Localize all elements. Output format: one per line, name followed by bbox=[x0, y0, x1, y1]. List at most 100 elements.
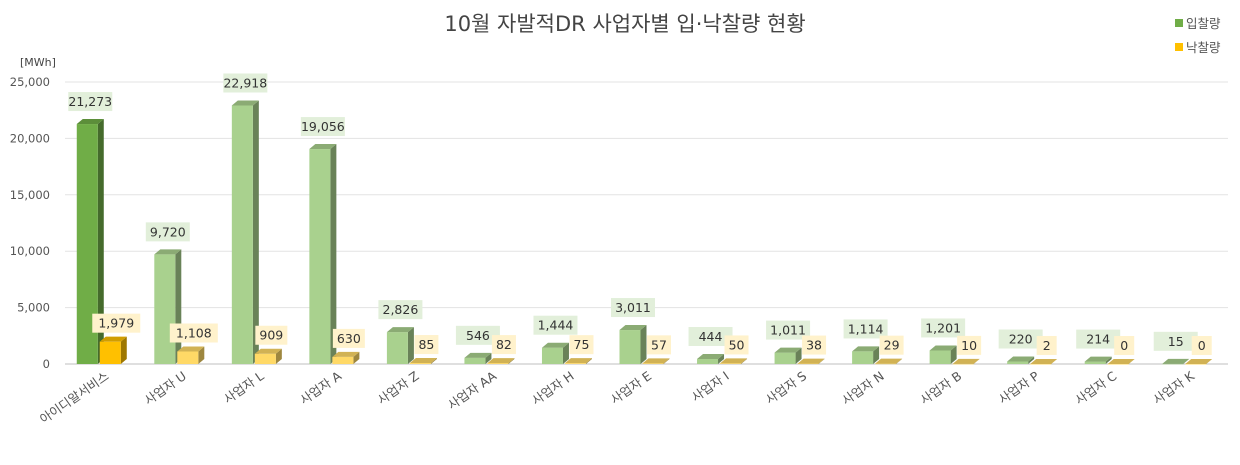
bar-top bbox=[464, 352, 492, 358]
bar-side bbox=[353, 351, 360, 364]
bar-face bbox=[99, 341, 121, 364]
bar-bid bbox=[619, 325, 647, 364]
legend: 입찰량 낙찰량 bbox=[1175, 16, 1221, 55]
bar-face bbox=[231, 105, 253, 365]
bar-award bbox=[875, 358, 903, 365]
data-label-bg bbox=[688, 326, 733, 346]
data-label-bg bbox=[68, 92, 113, 112]
bar-face bbox=[952, 363, 974, 365]
data-label-bg bbox=[724, 335, 749, 355]
bar-side bbox=[198, 346, 205, 364]
bar-face bbox=[720, 363, 742, 364]
bar-side bbox=[640, 325, 647, 364]
bar-top bbox=[231, 100, 259, 106]
bar-award bbox=[1185, 359, 1213, 365]
data-label-bid: 444 bbox=[699, 329, 723, 344]
bar-face bbox=[409, 363, 431, 364]
bar-top bbox=[642, 358, 670, 364]
data-labels: 21,273 1,979 9,720 1,108 22,918 909 19,056 630 2… bbox=[68, 73, 1212, 355]
data-label-bid: 3,011 bbox=[615, 300, 651, 315]
x-tick-label: 아이디알서비스 bbox=[37, 368, 112, 426]
data-label-bg bbox=[332, 328, 365, 348]
bar-bid bbox=[309, 144, 337, 364]
data-label-bg bbox=[802, 335, 827, 355]
data-label-bid: 1,114 bbox=[848, 321, 884, 336]
y-tick-label: 10,000 bbox=[10, 244, 50, 258]
data-label-bg bbox=[92, 313, 141, 333]
data-label-award: 0 bbox=[1198, 338, 1206, 353]
data-label-bg bbox=[223, 73, 268, 93]
bar-face bbox=[309, 149, 331, 364]
data-label-bid: 214 bbox=[1086, 332, 1110, 347]
data-label-award: 2 bbox=[1043, 338, 1051, 353]
data-label-bg bbox=[1076, 329, 1121, 349]
data-label-bid: 1,011 bbox=[770, 323, 806, 338]
bar-face bbox=[76, 124, 98, 364]
bar-side bbox=[718, 353, 725, 364]
data-label-bid: 220 bbox=[1009, 332, 1033, 347]
data-label-bg bbox=[647, 335, 671, 355]
data-label-bg bbox=[300, 117, 345, 137]
bar-face bbox=[1185, 364, 1207, 365]
bar-side bbox=[1183, 358, 1190, 364]
data-label-bid: 1,444 bbox=[538, 318, 574, 333]
bar-face bbox=[697, 358, 719, 364]
bar-award bbox=[952, 358, 980, 365]
legend-label-bid: 입찰량 bbox=[1186, 16, 1221, 31]
x-tick-label: 사업자 C bbox=[1072, 368, 1119, 408]
data-label-bg bbox=[998, 329, 1043, 349]
data-label-bg bbox=[1114, 336, 1135, 355]
bar-bid bbox=[386, 327, 414, 364]
bar-face bbox=[1030, 363, 1052, 365]
legend-swatch-bid bbox=[1175, 19, 1183, 27]
bar-face bbox=[332, 356, 354, 364]
x-tick-label: 사업자 H bbox=[529, 368, 577, 408]
bar-top bbox=[774, 347, 802, 353]
data-label-bid: 19,056 bbox=[301, 119, 345, 134]
data-label-award: 38 bbox=[806, 338, 822, 353]
x-tick-label: 사업자 E bbox=[608, 368, 655, 407]
bar-top bbox=[720, 358, 748, 364]
data-label-award: 50 bbox=[729, 337, 745, 352]
bar-top bbox=[1107, 359, 1135, 364]
bar-face bbox=[1007, 361, 1029, 364]
bar-side bbox=[252, 100, 259, 365]
data-label-bg bbox=[569, 335, 594, 355]
y-tick-label: 25,000 bbox=[10, 75, 50, 89]
data-label-bid: 2,826 bbox=[383, 302, 419, 317]
bar-side bbox=[663, 358, 670, 364]
bar-side bbox=[1028, 356, 1035, 364]
data-label-bid: 546 bbox=[466, 328, 490, 343]
y-tick-label: 20,000 bbox=[10, 131, 50, 145]
data-label-bg bbox=[1036, 335, 1057, 355]
bar-side bbox=[430, 358, 437, 364]
data-label-bg bbox=[533, 315, 578, 335]
bar-top bbox=[1030, 358, 1058, 364]
data-label-bid: 15 bbox=[1168, 334, 1184, 349]
bar-face bbox=[487, 363, 509, 364]
x-tick-label: 사업자 I bbox=[689, 368, 732, 404]
bar-top bbox=[154, 249, 182, 255]
bar-award bbox=[642, 358, 670, 364]
bar-bid bbox=[1084, 356, 1112, 364]
bar-award bbox=[254, 348, 282, 364]
bar-face bbox=[875, 363, 897, 365]
data-label-bg bbox=[766, 320, 811, 340]
data-label-bg bbox=[255, 325, 288, 345]
x-tick-label: 사업자 L bbox=[221, 368, 267, 406]
bar-award bbox=[797, 358, 825, 365]
y-tick-label: 15,000 bbox=[10, 188, 50, 202]
bar-side bbox=[120, 336, 127, 364]
bar-side bbox=[1105, 356, 1112, 364]
x-tick-label: 사업자 A bbox=[297, 368, 344, 408]
data-label-award: 0 bbox=[1120, 338, 1128, 353]
bar-face bbox=[1162, 363, 1184, 365]
chart-title: 10월 자발적DR 사업자별 입·낙찰량 현황 bbox=[444, 12, 805, 36]
x-tick-label: 사업자 P bbox=[996, 368, 1043, 407]
y-tick-label: 0 bbox=[43, 357, 50, 371]
bar-bid bbox=[541, 342, 569, 364]
data-label-bg bbox=[957, 335, 982, 355]
bar-face bbox=[642, 363, 664, 364]
data-label-bg bbox=[1191, 336, 1212, 355]
bar-award bbox=[409, 358, 437, 364]
